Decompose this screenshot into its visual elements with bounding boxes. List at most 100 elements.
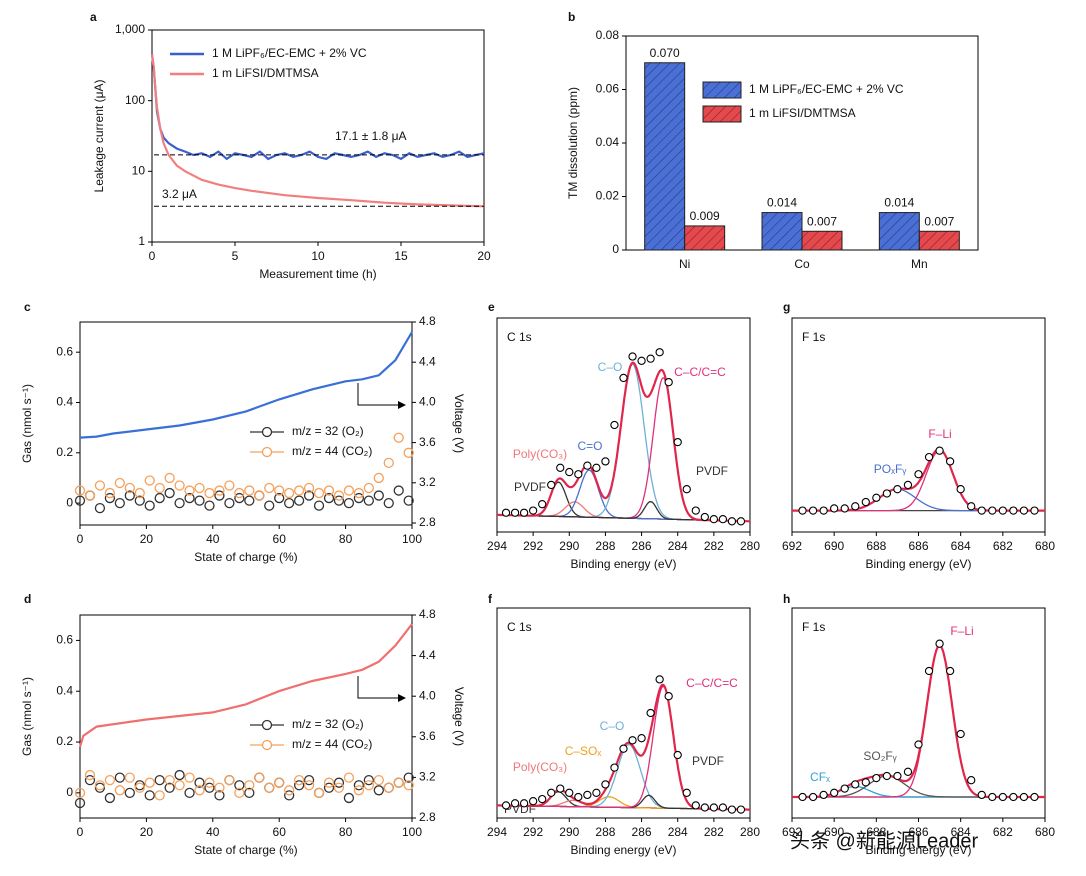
y-tick-label: 1,000	[115, 22, 145, 36]
data-point	[528, 506, 538, 515]
data-point	[565, 467, 574, 477]
data-point	[510, 799, 520, 808]
data-point	[114, 477, 125, 489]
y-tick-label: 100	[125, 93, 145, 107]
data-point	[851, 502, 860, 511]
data-point	[303, 780, 315, 791]
data-point	[808, 506, 818, 515]
data-point	[224, 497, 235, 509]
data-point	[264, 500, 275, 511]
x-tick-label: Ni	[679, 257, 690, 271]
data-point	[592, 788, 601, 797]
component-label: CFₓ	[810, 770, 830, 784]
component-label: C–O	[600, 719, 625, 733]
data-point	[924, 666, 934, 676]
x-tick-label: Co	[794, 257, 810, 271]
data-point	[303, 774, 315, 786]
data-point	[403, 495, 414, 506]
data-point	[945, 457, 955, 466]
data-point	[574, 470, 583, 479]
data-point	[74, 787, 86, 798]
data-point	[74, 495, 86, 506]
data-point	[682, 485, 691, 494]
reference-label: 3.2 μA	[162, 187, 197, 201]
data-point	[1019, 506, 1029, 515]
data-point	[144, 790, 155, 801]
data-point	[893, 485, 902, 494]
x-tick-label: 0	[77, 825, 84, 839]
data-point	[164, 782, 175, 793]
data-point	[214, 782, 225, 793]
data-point	[274, 492, 285, 504]
data-point	[736, 517, 746, 526]
x-tick-label: 290	[559, 825, 579, 839]
y-axis-label: Gas (nmol s⁻¹)	[20, 384, 34, 463]
data-point	[619, 373, 628, 383]
data-point	[144, 500, 155, 511]
x-tick-label: 284	[668, 539, 688, 553]
y2-tick-label: 3.2	[419, 475, 436, 489]
panel-title: C 1s	[507, 620, 532, 634]
data-point	[74, 485, 86, 496]
data-point	[284, 497, 295, 509]
data-point	[798, 506, 807, 515]
data-point	[234, 487, 245, 499]
data-point	[74, 797, 86, 809]
x-tick-label: 5	[232, 249, 239, 263]
component-label: F–Li	[950, 624, 973, 638]
x-tick-label: 294	[487, 825, 507, 839]
x-tick-label: 20	[477, 249, 491, 263]
data-point	[383, 782, 394, 793]
component-label: PVDF	[692, 754, 724, 768]
panel-label: b	[568, 10, 575, 24]
x-tick-label: 282	[704, 825, 724, 839]
legend-label: m/z = 44 (CO₂)	[292, 444, 372, 458]
component-label: PVDF	[696, 464, 728, 478]
data-point	[924, 452, 934, 462]
data-point	[144, 475, 155, 486]
data-point	[601, 780, 610, 789]
plot-frame	[791, 607, 1046, 819]
data-point	[244, 485, 255, 496]
x-tick-label: 286	[632, 539, 652, 553]
data-point	[882, 489, 892, 498]
data-point	[234, 492, 245, 504]
y-axis-label: TM dissolution (ppm)	[566, 87, 580, 199]
data-point	[333, 777, 345, 788]
data-point	[664, 378, 673, 387]
data-point	[114, 497, 125, 509]
data-point	[592, 463, 601, 472]
panel-title: C 1s	[507, 330, 532, 344]
data-point	[303, 482, 315, 494]
data-point	[214, 490, 225, 501]
data-point	[303, 490, 315, 501]
data-point	[284, 487, 295, 499]
data-point	[274, 777, 285, 788]
data-point	[393, 777, 404, 788]
data-point	[184, 772, 195, 783]
x-tick-label: 288	[595, 825, 615, 839]
y-tick-label: 0	[66, 785, 73, 799]
data-point	[510, 508, 520, 517]
y-tick-label: 0.04	[596, 135, 620, 149]
x-axis-label: State of charge (%)	[194, 550, 297, 564]
data-point	[637, 734, 646, 743]
fit-envelope	[497, 361, 750, 523]
value-label: 0.014	[767, 196, 797, 210]
plot-frame	[79, 614, 413, 819]
x-tick-label: 286	[632, 825, 652, 839]
x-tick-label: 294	[487, 539, 507, 553]
data-point	[154, 774, 165, 786]
component-label: POₓFᵧ	[874, 462, 907, 476]
legend-marker	[261, 426, 273, 438]
data-point	[264, 482, 275, 494]
data-point	[184, 492, 195, 504]
panel-label: f	[488, 592, 493, 606]
data-point	[164, 774, 175, 786]
series-line	[78, 623, 413, 748]
x-tick-label: 80	[339, 532, 353, 546]
data-point	[967, 502, 976, 511]
data-point	[556, 784, 565, 793]
x-tick-label: 688	[866, 539, 886, 553]
data-point	[363, 780, 374, 791]
